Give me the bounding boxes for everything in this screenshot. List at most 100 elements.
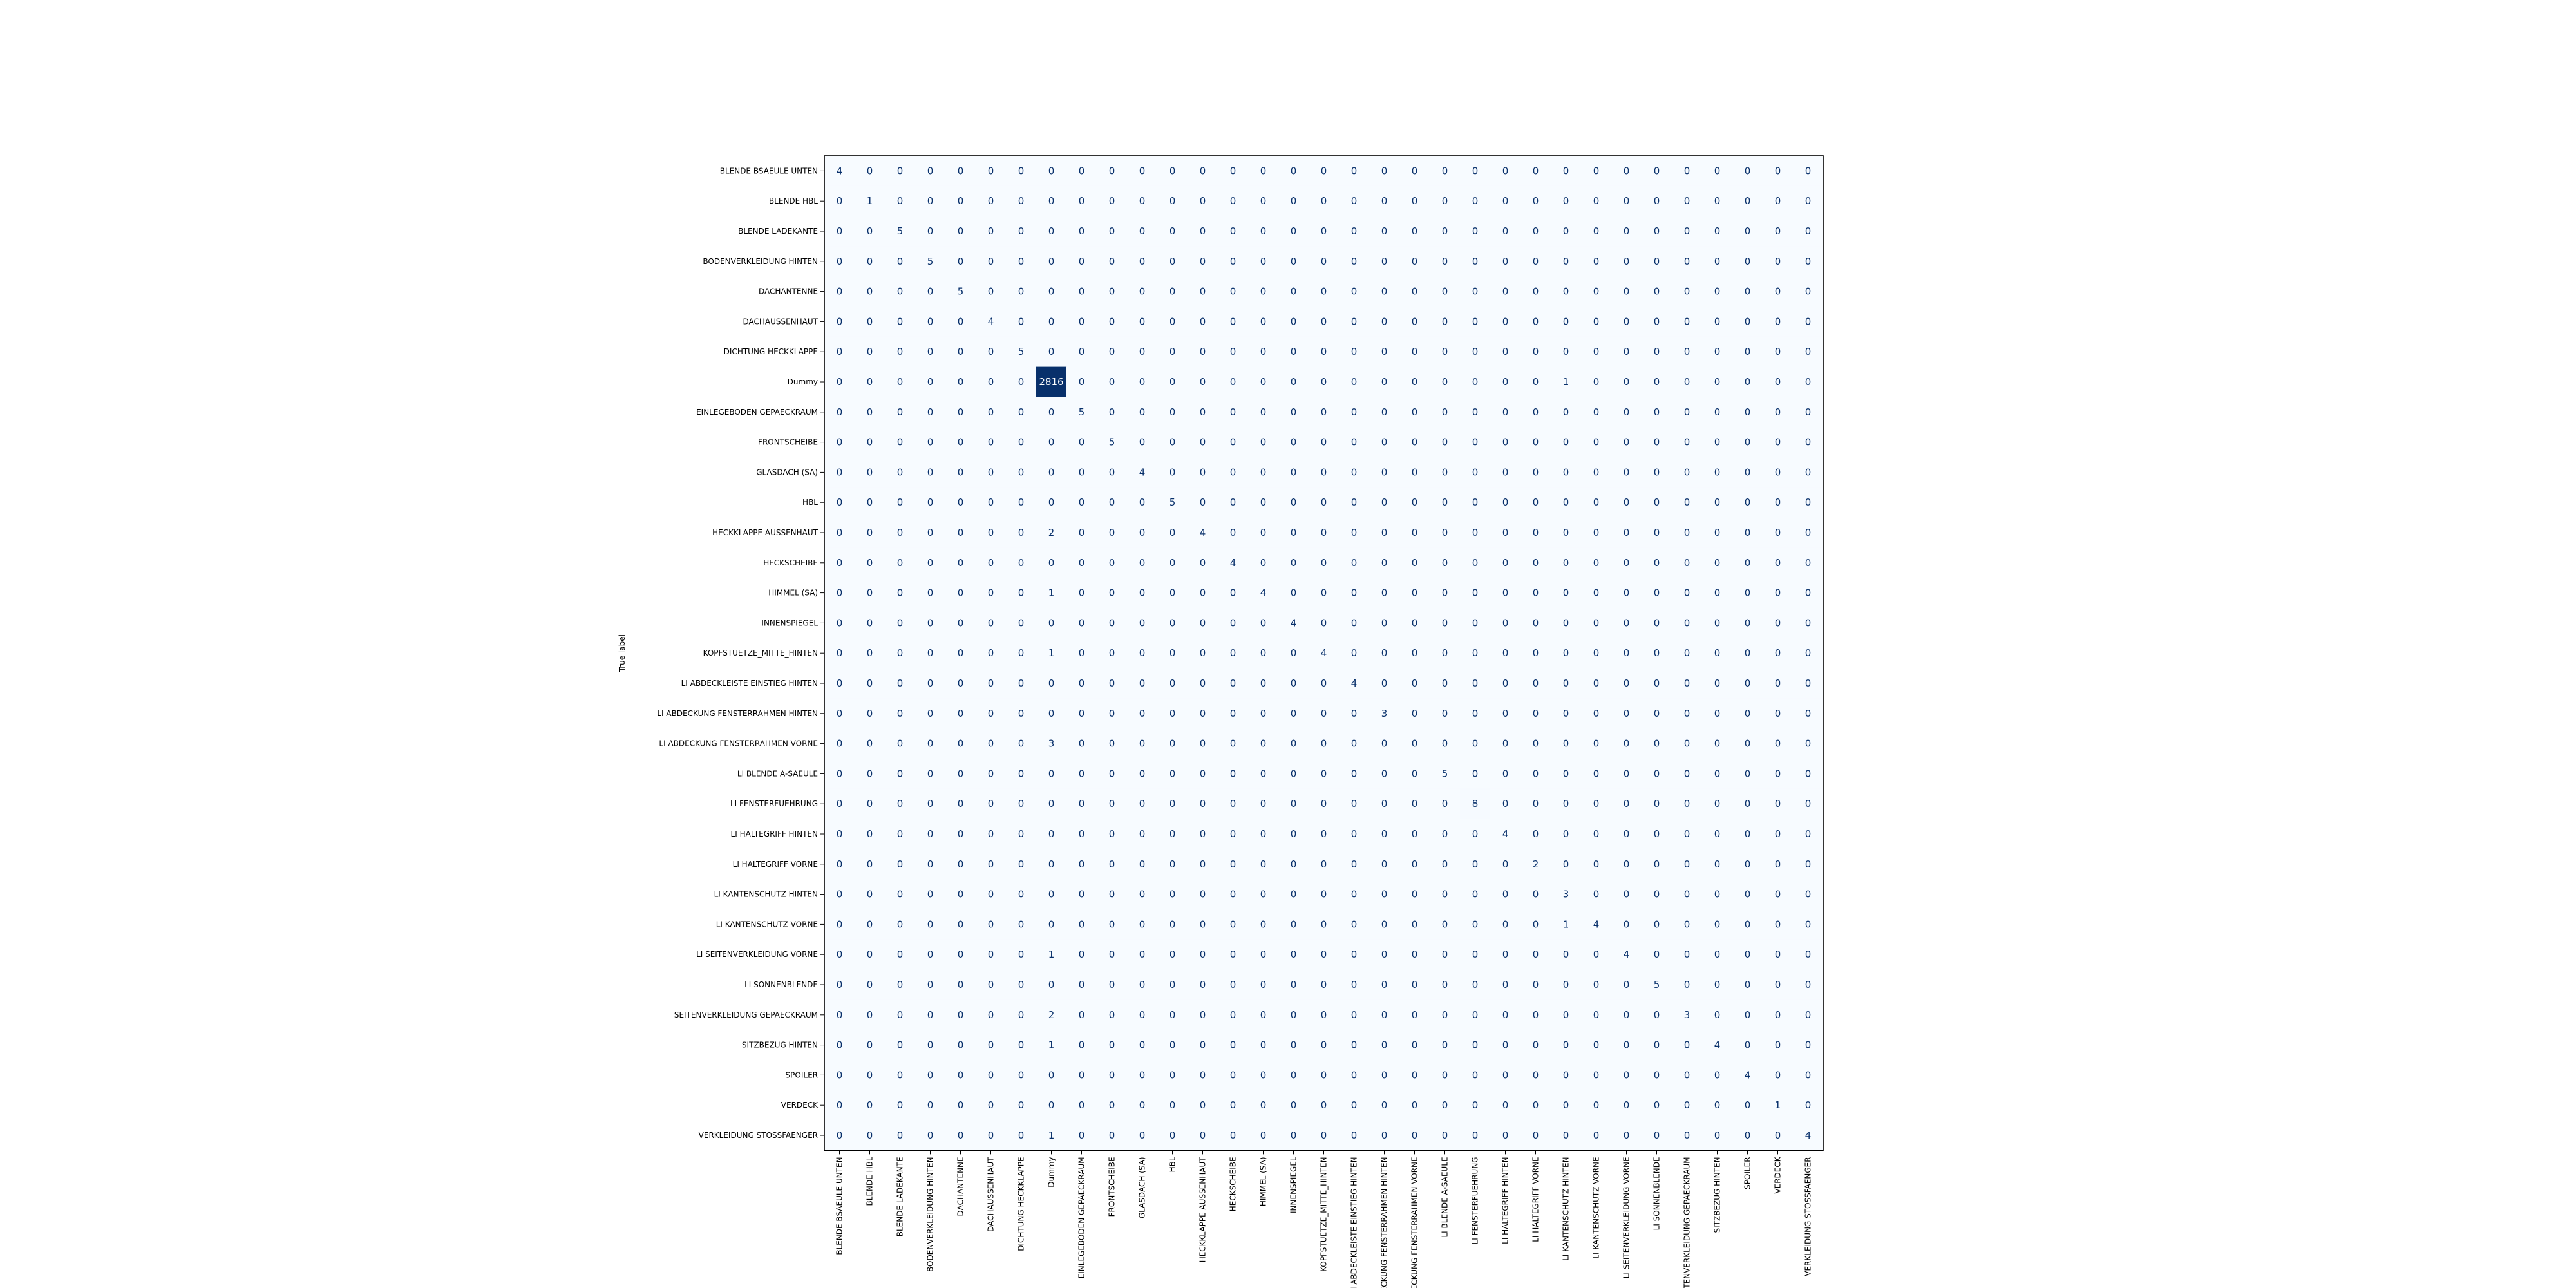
cell-value-label: 0: [1714, 858, 1721, 870]
cell-value-label: 0: [1442, 889, 1448, 900]
heatmap-cell: [824, 457, 855, 488]
cell-value-label: 0: [1714, 768, 1721, 779]
cell-value-label: 0: [1170, 527, 1176, 538]
heatmap-cell: [1157, 276, 1188, 307]
heatmap-cell: [1127, 185, 1158, 216]
cell-value-label: 0: [1139, 376, 1146, 388]
cell-value-label: 0: [1442, 647, 1448, 659]
cell-value-label: 0: [1139, 918, 1146, 930]
cell-value-label: 0: [1412, 1130, 1418, 1141]
cell-value-label: 0: [867, 858, 873, 870]
heatmap-cell: [885, 909, 916, 940]
cell-value-label: 0: [1200, 165, 1206, 176]
heatmap-cell: [1309, 578, 1340, 609]
cell-value-label: 0: [1381, 376, 1388, 388]
cell-value-label: 0: [1109, 1099, 1115, 1111]
x-tick-label: LI KANTENSCHUTZ VORNE: [1592, 1157, 1601, 1258]
heatmap-cell: [1490, 276, 1521, 307]
heatmap-cell: [1430, 336, 1461, 367]
cell-value-label: 0: [1684, 195, 1690, 207]
cell-value-label: 4: [1502, 828, 1509, 840]
cell-value-label: 0: [1109, 979, 1115, 990]
heatmap-cell: [1551, 487, 1582, 518]
cell-value-label: 0: [1502, 466, 1509, 478]
cell-value-label: 0: [897, 949, 904, 960]
cell-value-label: 0: [1351, 768, 1358, 779]
heatmap-cell: [1581, 336, 1612, 367]
heatmap-cell: [1157, 909, 1188, 940]
heatmap-cell: [915, 849, 946, 880]
heatmap-cell: [1278, 849, 1309, 880]
heatmap-cell: [1097, 276, 1128, 307]
cell-value-label: 0: [1593, 1130, 1600, 1141]
cell-value-label: 0: [1351, 406, 1358, 418]
cell-value-label: 0: [1684, 1069, 1690, 1081]
cell-value-label: 0: [1412, 828, 1418, 840]
heatmap-cell: [855, 427, 886, 458]
cell-value-label: 0: [837, 1130, 843, 1141]
heatmap-cell: [1672, 457, 1703, 488]
cell-value-label: 0: [897, 1009, 904, 1021]
cell-value-label: 0: [1775, 376, 1781, 388]
heatmap-cell: [1097, 999, 1128, 1030]
heatmap-cell: [1369, 397, 1400, 428]
cell-value-label: 0: [927, 376, 934, 388]
cell-value-label: 0: [1321, 617, 1327, 629]
cell-value-label: 0: [1593, 256, 1600, 267]
cell-value-label: 0: [1593, 889, 1600, 900]
heatmap-cell: [976, 939, 1007, 970]
heatmap-cell: [1157, 668, 1188, 699]
cell-value-label: 3: [1563, 889, 1569, 900]
heatmap-cell: [1460, 185, 1491, 216]
heatmap-cell: [885, 668, 916, 699]
heatmap-cell: [1702, 216, 1733, 247]
cell-value-label: 0: [1684, 1099, 1690, 1111]
cell-value-label: 0: [1351, 376, 1358, 388]
cell-value-label: 0: [1502, 256, 1509, 267]
cell-value-label: 0: [1624, 738, 1630, 750]
heatmap-cell: [1672, 427, 1703, 458]
cell-value-label: 0: [1684, 949, 1690, 960]
cell-value-label: 0: [1109, 798, 1115, 810]
cell-value-label: 0: [927, 828, 934, 840]
cell-value-label: 0: [1775, 225, 1781, 237]
heatmap-cell: [1490, 578, 1521, 609]
cell-value-label: 0: [1472, 979, 1479, 990]
heatmap-cell: [1490, 759, 1521, 790]
heatmap-cell: [1430, 216, 1461, 247]
cell-value-label: 0: [1139, 949, 1146, 960]
heatmap-cell: [1248, 307, 1279, 337]
heatmap-cell: [855, 276, 886, 307]
cell-value-label: 0: [1200, 979, 1206, 990]
heatmap-cell: [1369, 638, 1400, 668]
cell-value-label: 0: [837, 466, 843, 478]
cell-value-label: 0: [1472, 738, 1479, 750]
heatmap-cell: [945, 517, 976, 548]
heatmap-cell: [1097, 307, 1128, 337]
cell-value-label: 0: [1230, 286, 1236, 298]
cell-value-label: 0: [1563, 256, 1569, 267]
cell-value-label: 0: [1563, 1009, 1569, 1021]
cell-value-label: 0: [837, 346, 843, 357]
cell-value-label: 0: [1079, 256, 1085, 267]
cell-value-label: 0: [927, 889, 934, 900]
cell-value-label: 0: [1412, 1039, 1418, 1051]
cell-value-label: 0: [1079, 1099, 1085, 1111]
cell-value-label: 0: [1502, 346, 1509, 357]
cell-value-label: 0: [1109, 949, 1115, 960]
cell-value-label: 0: [1654, 286, 1660, 298]
cell-value-label: 0: [837, 376, 843, 388]
cell-value-label: 0: [1684, 346, 1690, 357]
cell-value-label: 0: [1442, 738, 1448, 750]
cell-value-label: 0: [1775, 195, 1781, 207]
cell-value-label: 0: [1442, 1009, 1448, 1021]
cell-value-label: 0: [1291, 889, 1297, 900]
heatmap-cell: [1097, 366, 1128, 397]
heatmap-cell: [1702, 969, 1733, 1000]
cell-value-label: 0: [1351, 557, 1358, 569]
heatmap-cell: [1642, 547, 1672, 578]
heatmap-cell: [1702, 156, 1733, 187]
heatmap-cell: [855, 216, 886, 247]
cell-value-label: 0: [1079, 587, 1085, 599]
heatmap-cell: [1581, 366, 1612, 397]
